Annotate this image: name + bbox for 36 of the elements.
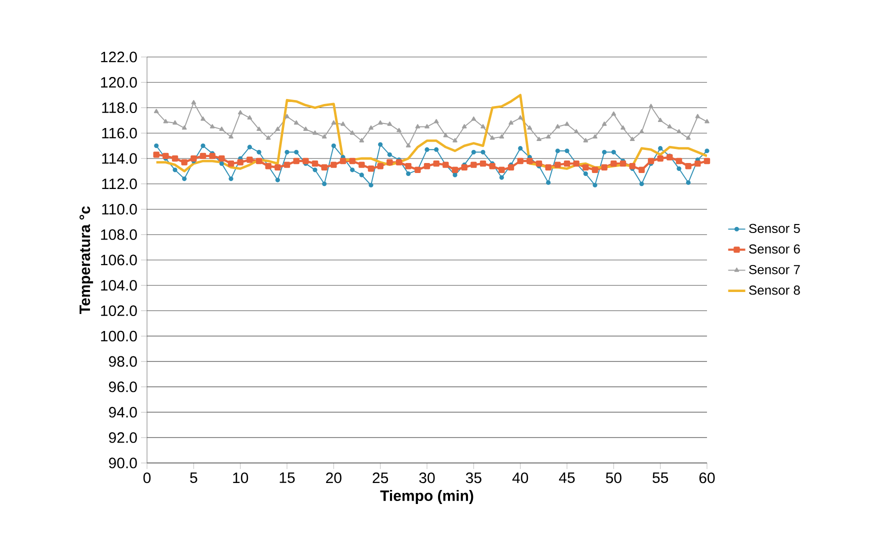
y-tick-label: 96.0 [108,382,137,392]
x-tick-label: 35 [466,472,482,484]
y-tick-label: 110.0 [102,204,137,215]
x-tick-label: 20 [326,472,342,484]
y-tick-label: 100.0 [101,330,137,342]
x-tick-label: 10 [233,472,248,484]
y-tick-label: 92.0 [108,432,137,443]
y-tick-label: 116.0 [102,128,137,138]
legend-label: Sensor 7 [749,264,800,274]
y-tick-label: 106.0 [101,254,137,266]
y-tick-label: 94.0 [108,406,137,418]
y-tick-label: 90.0 [108,458,137,468]
x-axis-title: Tiempo (min) [380,490,474,504]
x-tick-label: 60 [699,472,715,484]
x-tick-label: 40 [512,472,528,484]
y-axis-title: Temperatura °c [80,206,94,314]
y-tick-label: 114.0 [102,153,137,164]
x-tick-label: 15 [280,472,295,483]
x-tick-label: 45 [559,472,575,483]
x-tick-label: 0 [143,472,151,484]
y-tick-label: 102.0 [101,305,137,316]
x-tick-label: 55 [652,472,668,483]
legend-label: Sensor 6 [749,244,800,254]
legend-label: Sensor 8 [749,286,800,295]
y-tick-label: 112.0 [102,178,137,190]
legend-label: Sensor 5 [749,224,800,234]
x-tick-label: 5 [190,472,198,483]
y-tick-label: 104.0 [101,280,137,291]
y-tick-label: 120.0 [101,77,137,88]
y-tick-label: 122.0 [101,52,137,62]
y-tick-label: 98.0 [108,356,137,367]
y-tick-label: 118.0 [102,102,137,114]
y-tick-label: 108.0 [101,229,137,240]
x-tick-label: 30 [419,472,435,484]
x-tick-label: 50 [606,472,622,484]
x-tick-label: 25 [372,472,388,484]
